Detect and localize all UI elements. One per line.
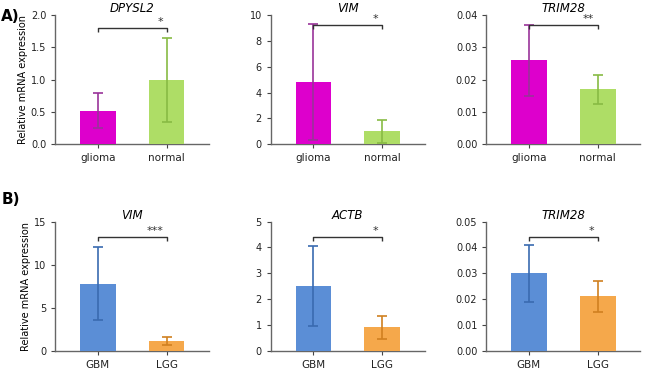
Bar bbox=[296, 286, 332, 351]
Bar bbox=[296, 82, 332, 144]
Text: **: ** bbox=[583, 14, 594, 24]
Title: VIM: VIM bbox=[122, 208, 143, 222]
Bar bbox=[80, 110, 116, 144]
Y-axis label: Relative mRNA expression: Relative mRNA expression bbox=[18, 15, 28, 144]
Bar bbox=[364, 327, 400, 351]
Text: A): A) bbox=[1, 9, 20, 25]
Text: *: * bbox=[373, 14, 379, 24]
Bar bbox=[149, 341, 185, 351]
Bar bbox=[364, 131, 400, 144]
Title: TRIM28: TRIM28 bbox=[541, 2, 585, 15]
Title: VIM: VIM bbox=[337, 2, 359, 15]
Title: ACTB: ACTB bbox=[332, 208, 363, 222]
Bar bbox=[80, 284, 116, 351]
Text: *: * bbox=[589, 226, 594, 236]
Title: DPYSL2: DPYSL2 bbox=[110, 2, 155, 15]
Bar bbox=[580, 296, 616, 351]
Text: *: * bbox=[157, 17, 163, 27]
Title: TRIM28: TRIM28 bbox=[541, 208, 585, 222]
Bar bbox=[580, 89, 616, 144]
Bar bbox=[511, 273, 547, 351]
Bar bbox=[149, 80, 185, 144]
Y-axis label: Relative mRNA expression: Relative mRNA expression bbox=[21, 222, 31, 351]
Bar bbox=[511, 60, 547, 144]
Text: *: * bbox=[373, 226, 379, 236]
Text: B): B) bbox=[1, 192, 20, 207]
Text: ***: *** bbox=[146, 226, 163, 236]
